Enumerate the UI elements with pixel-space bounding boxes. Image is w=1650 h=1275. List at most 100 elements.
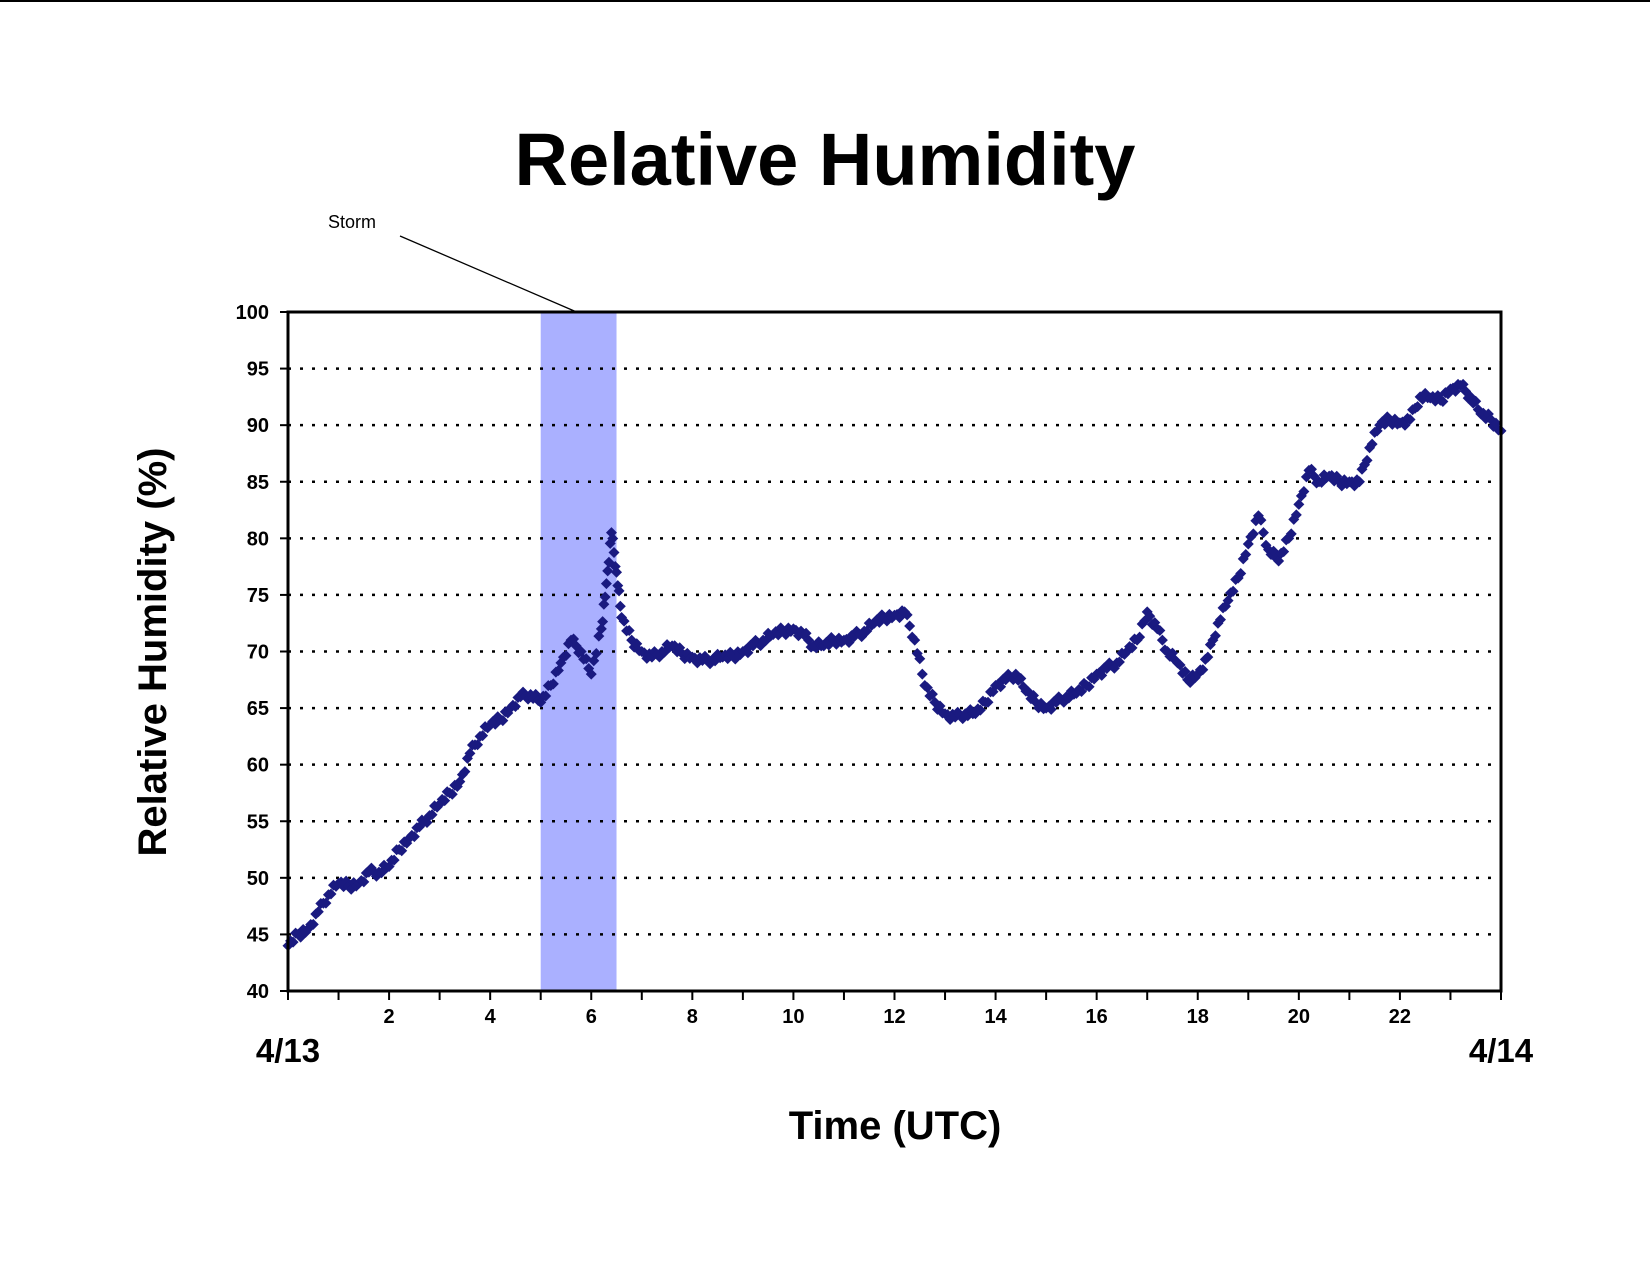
- y-tick-label: 65: [247, 698, 269, 720]
- data-point: [585, 668, 597, 680]
- x-tick-label: 12: [883, 1006, 905, 1028]
- data-point: [1083, 681, 1095, 693]
- data-point: [607, 533, 619, 545]
- data-point: [1293, 498, 1305, 510]
- data-point: [325, 888, 337, 900]
- data-point: [921, 682, 933, 694]
- data-point: [1240, 549, 1252, 561]
- data-point: [497, 715, 509, 727]
- data-point: [926, 688, 938, 700]
- data-point: [472, 739, 484, 751]
- data-point: [540, 690, 552, 702]
- y-tick-label: 95: [247, 359, 269, 381]
- data-point: [1076, 685, 1088, 697]
- data-point: [590, 648, 602, 660]
- data-point: [320, 897, 332, 909]
- data-point: [1179, 665, 1191, 677]
- grid-layer: [288, 367, 1501, 936]
- data-point: [1227, 585, 1239, 597]
- y-tick-label: 55: [247, 811, 269, 833]
- data-point: [611, 566, 623, 578]
- data-point: [614, 600, 626, 612]
- x-tick-label: 22: [1389, 1006, 1411, 1028]
- y-axis-ticks: 40 45 50 55 60 65 70 75 80 85 90 95 100: [236, 302, 288, 1003]
- data-point: [1154, 624, 1166, 636]
- data-point: [982, 696, 994, 708]
- x-tick-label: 16: [1086, 1006, 1108, 1028]
- data-point: [408, 831, 420, 843]
- data-point: [1209, 630, 1221, 642]
- data-point: [547, 678, 559, 690]
- data-point: [1174, 659, 1186, 671]
- data-point: [1404, 414, 1416, 426]
- data-point: [1113, 656, 1125, 668]
- data-point: [1257, 527, 1269, 539]
- data-point: [1255, 514, 1267, 526]
- data-point: [1298, 485, 1310, 497]
- data-point: [580, 653, 592, 665]
- data-point: [358, 876, 370, 888]
- data-point: [1214, 614, 1226, 626]
- x-tick-label: 18: [1187, 1006, 1209, 1028]
- data-point: [618, 615, 630, 627]
- data-point: [312, 906, 324, 918]
- data-point: [388, 854, 400, 866]
- data-point: [904, 620, 916, 632]
- data-point: [914, 653, 926, 665]
- data-point: [464, 747, 476, 759]
- data-point: [602, 565, 614, 577]
- data-point: [1412, 401, 1424, 413]
- y-tick-label: 90: [247, 415, 269, 437]
- y-tick-label: 100: [236, 302, 269, 324]
- data-point: [1247, 528, 1259, 540]
- x-tick-label: 14: [984, 1006, 1007, 1028]
- x-tick-label: 8: [687, 1006, 698, 1028]
- data-point: [509, 700, 521, 712]
- start-date-label: 4/13: [256, 1032, 320, 1069]
- y-tick-label: 85: [247, 472, 269, 494]
- y-tick-label: 75: [247, 585, 269, 607]
- data-point: [623, 624, 635, 636]
- data-point: [599, 591, 611, 603]
- data-point: [1290, 509, 1302, 521]
- data-point: [287, 936, 299, 948]
- x-tick-label: 10: [782, 1006, 804, 1028]
- data-point: [1197, 664, 1209, 676]
- data-point: [608, 546, 620, 558]
- data-point: [1015, 673, 1027, 685]
- data-point: [1366, 438, 1378, 450]
- data-point: [560, 650, 572, 662]
- x-tick-label: 20: [1288, 1006, 1310, 1028]
- data-point: [598, 598, 610, 610]
- x-axis-ticks: 2 4 6 8 10 12 14 16 18 20 22: [287, 991, 1502, 1028]
- y-axis-title: Relative Humidity (%): [131, 448, 175, 857]
- y-tick-label: 80: [247, 528, 269, 550]
- chart-title: Relative Humidity: [515, 118, 1136, 201]
- data-point: [1361, 454, 1373, 466]
- data-point: [974, 704, 986, 716]
- x-axis-title: Time (UTC): [789, 1104, 1002, 1148]
- data-point: [459, 766, 471, 778]
- data-point: [307, 918, 319, 930]
- x-tick-label: 2: [384, 1006, 395, 1028]
- data-point: [1235, 568, 1247, 580]
- x-tick-label: 4: [485, 1006, 497, 1028]
- y-tick-label: 50: [247, 868, 269, 890]
- data-point: [916, 668, 928, 680]
- y-tick-label: 40: [247, 981, 269, 1003]
- end-date-label: 4/14: [1469, 1032, 1534, 1069]
- data-point: [1437, 396, 1449, 408]
- data-point: [600, 578, 612, 590]
- data-point: [1353, 476, 1365, 488]
- data-point: [1202, 651, 1214, 663]
- data-point: [597, 616, 609, 628]
- data-point: [396, 845, 408, 857]
- data-point: [1144, 610, 1156, 622]
- top-border-line: [0, 0, 1650, 2]
- storm-annotation-leader-line: [399, 235, 577, 313]
- storm-annotation-label: Storm: [328, 212, 376, 232]
- data-point: [1156, 634, 1168, 646]
- data-point: [1134, 631, 1146, 643]
- data-point: [1285, 528, 1297, 540]
